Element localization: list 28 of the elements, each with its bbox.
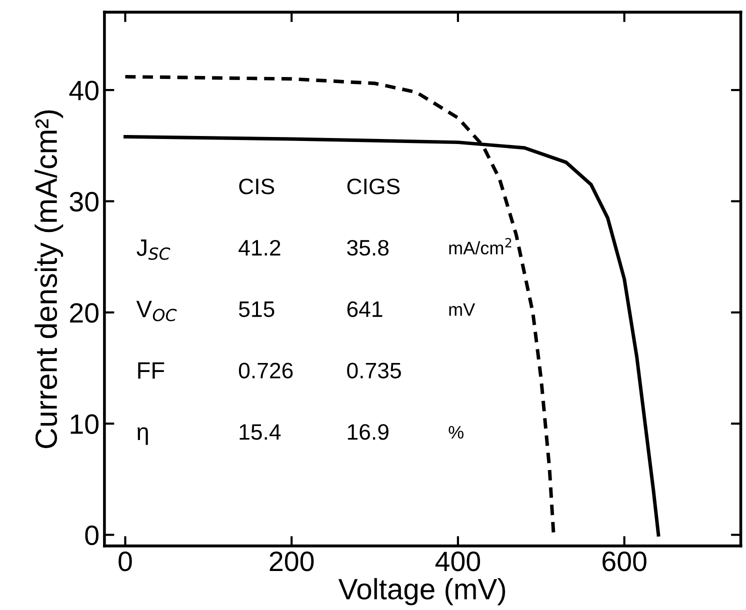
annotation: 16.9	[348, 424, 388, 440]
x-tick-label: 400	[435, 552, 480, 572]
annotation: mV	[449, 303, 476, 316]
annotation: 15.4	[240, 424, 281, 440]
y-tick-label: 20	[70, 303, 98, 323]
annotation: V$_{OC}$	[136, 300, 177, 322]
annotation: 515	[238, 302, 274, 318]
x-tick-label: 0	[118, 552, 132, 572]
annotation: FF	[138, 362, 164, 379]
annotation: CIS	[239, 178, 274, 194]
x-axis-title: Voltage (mV)	[338, 578, 506, 606]
annotation: %	[448, 426, 464, 439]
y-axis-title: Current density (mA/cm²)	[34, 110, 64, 448]
annotation: 0.726	[238, 362, 293, 378]
annotation: 641	[347, 301, 382, 318]
y-tick-label: 40	[69, 80, 98, 100]
y-tick-label: 10	[70, 414, 98, 434]
annotation: 0.735	[347, 362, 401, 378]
annotation: CIGS	[347, 178, 400, 194]
y-tick-label: 30	[70, 192, 98, 212]
x-tick-label: 200	[270, 552, 314, 572]
annotation: J$_{SC}$	[136, 240, 170, 260]
annotation: 35.8	[347, 240, 389, 256]
annotation: mA/cm$^{2}$	[449, 238, 512, 254]
x-tick-label: 600	[602, 552, 646, 572]
annotation: η	[137, 427, 148, 445]
y-tick-label: 0	[85, 526, 98, 546]
annotation: 41.2	[238, 240, 280, 256]
